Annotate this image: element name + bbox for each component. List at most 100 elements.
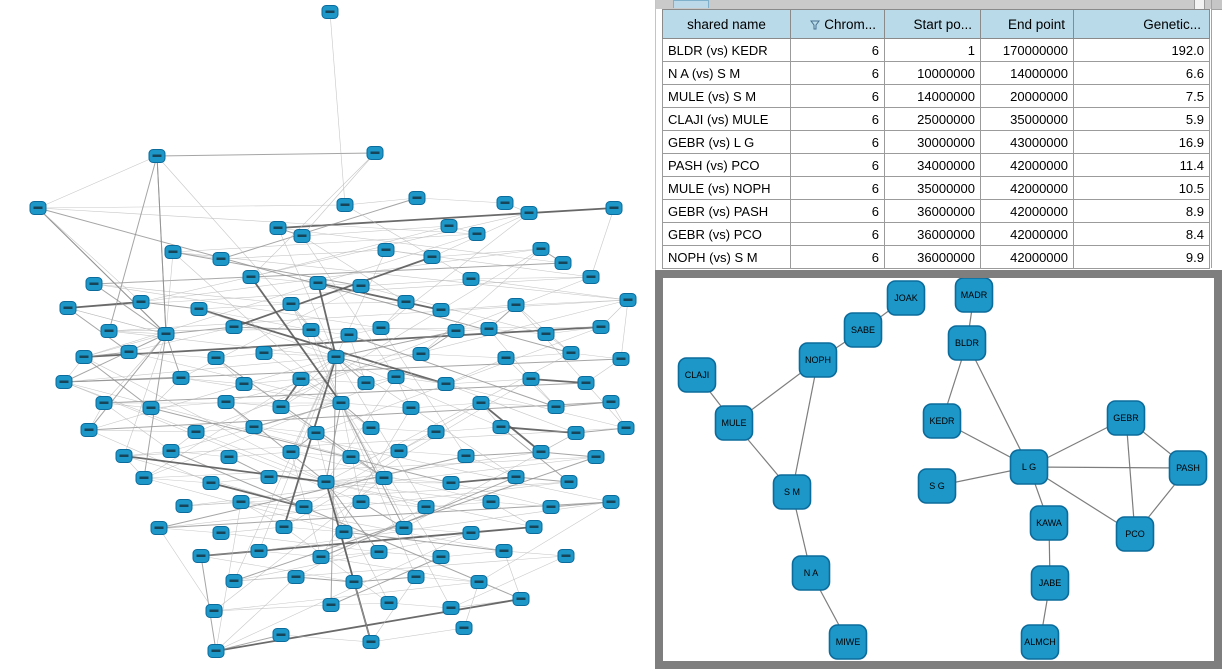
- node-mule[interactable]: MULE: [714, 405, 754, 441]
- graph-edge: [290, 301, 407, 305]
- node-shape[interactable]: [843, 312, 883, 348]
- table-row[interactable]: NOPH (vs) S M 6 36000000 42000000 9.9: [662, 245, 1210, 269]
- graph-edge: [250, 225, 450, 278]
- node-madr[interactable]: MADR: [954, 278, 994, 313]
- node-gebr[interactable]: GEBR: [1106, 400, 1146, 436]
- column-header-1[interactable]: Chrom...: [790, 9, 885, 39]
- node-n-a[interactable]: N A: [791, 555, 831, 591]
- table-row[interactable]: CLAJI (vs) MULE 6 25000000 35000000 5.9: [662, 107, 1210, 131]
- graph-edge: [140, 212, 530, 303]
- node-l-g[interactable]: L G: [1009, 449, 1049, 485]
- graph-edge: [590, 207, 615, 278]
- node-pco[interactable]: PCO: [1115, 516, 1155, 552]
- edge-LG-PASH[interactable]: [1028, 466, 1189, 469]
- node-label: N A: [804, 568, 819, 578]
- node-joak[interactable]: JOAK: [886, 280, 926, 316]
- node-shape[interactable]: [791, 555, 831, 591]
- table-row[interactable]: GEBR (vs) L G 6 30000000 43000000 16.9: [662, 130, 1210, 154]
- node-label: L G: [1022, 462, 1036, 472]
- node-shape[interactable]: [1009, 449, 1049, 485]
- graph-edge: [240, 501, 305, 508]
- graph-edge: [388, 602, 452, 609]
- graph-node-label: [361, 381, 371, 384]
- node-shape[interactable]: [1020, 624, 1060, 660]
- node-s-g[interactable]: S G: [917, 468, 957, 504]
- node-shape[interactable]: [1106, 400, 1146, 436]
- graph-node-label: [474, 580, 484, 583]
- node-kawa[interactable]: KAWA: [1029, 505, 1069, 541]
- table-row[interactable]: MULE (vs) S M 6 14000000 20000000 7.5: [662, 84, 1210, 108]
- node-shape[interactable]: [922, 403, 962, 439]
- graph-edge: [250, 276, 342, 404]
- graph-edge: [220, 532, 380, 553]
- graph-node-label: [321, 480, 331, 483]
- graph-node-label: [168, 250, 178, 253]
- edge-BLDR-LG[interactable]: [966, 342, 1030, 468]
- node-shape[interactable]: [798, 342, 838, 378]
- table-row[interactable]: N A (vs) S M 6 10000000 14000000 6.6: [662, 61, 1210, 85]
- graph-node-label: [254, 549, 264, 552]
- cell-value: 36000000: [884, 245, 981, 269]
- node-bldr[interactable]: BLDR: [947, 325, 987, 361]
- node-shape[interactable]: [954, 278, 994, 313]
- table-row[interactable]: BLDR (vs) KEDR 6 1 170000000 192.0: [662, 38, 1210, 62]
- node-label: S M: [784, 487, 800, 497]
- edge-GEBR-PCO[interactable]: [1125, 417, 1136, 535]
- node-shape[interactable]: [828, 624, 868, 660]
- graph-edge: [320, 476, 517, 558]
- node-shape[interactable]: [677, 357, 717, 393]
- node-almch[interactable]: ALMCH: [1020, 624, 1060, 660]
- node-pash[interactable]: PASH: [1168, 450, 1208, 486]
- cell-value: 10.5: [1073, 176, 1210, 200]
- table-tab[interactable]: [673, 0, 709, 8]
- node-shape[interactable]: [1115, 516, 1155, 552]
- filtered-network-canvas[interactable]: JOAK SABE NOPH CLAJI MULE S M N A MIWE MADR BLDR K…: [663, 278, 1214, 661]
- node-jabe[interactable]: JABE: [1030, 565, 1070, 601]
- graph-edge: [503, 550, 567, 557]
- graph-node-label: [229, 579, 239, 582]
- table-row[interactable]: PASH (vs) PCO 6 34000000 42000000 11.4: [662, 153, 1210, 177]
- node-shape[interactable]: [886, 280, 926, 316]
- filter-funnel-icon[interactable]: [810, 20, 821, 30]
- node-shape[interactable]: [1029, 505, 1069, 541]
- node-shape[interactable]: [714, 405, 754, 441]
- graph-edge: [156, 155, 167, 335]
- graph-node-label: [609, 206, 619, 209]
- edge-NOPH-SM[interactable]: [791, 359, 819, 493]
- graph-node-label: [139, 476, 149, 479]
- node-kedr[interactable]: KEDR: [922, 403, 962, 439]
- node-shape[interactable]: [947, 325, 987, 361]
- node-claji[interactable]: CLAJI: [677, 357, 717, 393]
- graph-edge: [398, 450, 467, 457]
- column-header-0[interactable]: shared name: [662, 9, 791, 39]
- column-header-2[interactable]: Start po...: [884, 9, 981, 39]
- large-network-canvas[interactable]: [0, 0, 655, 669]
- node-noph[interactable]: NOPH: [798, 342, 838, 378]
- table-row[interactable]: GEBR (vs) PCO 6 36000000 42000000 8.4: [662, 222, 1210, 246]
- node-s-m[interactable]: S M: [772, 474, 812, 510]
- node-shape[interactable]: [772, 474, 812, 510]
- graph-edge: [450, 482, 552, 508]
- graph-edge: [465, 451, 542, 457]
- graph-node-label: [224, 455, 234, 458]
- table-row[interactable]: MULE (vs) NOPH 6 35000000 42000000 10.5: [662, 176, 1210, 200]
- table-row[interactable]: GEBR (vs) PASH 6 36000000 42000000 8.9: [662, 199, 1210, 223]
- cell-value: 6: [790, 222, 885, 246]
- graph-edge: [213, 581, 480, 612]
- graph-edge: [37, 207, 478, 235]
- cell-shared-name: NOPH (vs) S M: [662, 245, 791, 269]
- column-header-3[interactable]: End point: [980, 9, 1074, 39]
- node-sabe[interactable]: SABE: [843, 312, 883, 348]
- node-shape[interactable]: [917, 468, 957, 504]
- table-panel: shared name Chrom... Start po... End point G…: [655, 0, 1222, 270]
- column-header-4[interactable]: Genetic...: [1073, 9, 1210, 39]
- cell-value: 8.9: [1073, 199, 1210, 223]
- cell-value: 6: [790, 245, 885, 269]
- node-miwe[interactable]: MIWE: [828, 624, 868, 660]
- table-vertical-scrollbar[interactable]: [1211, 0, 1222, 268]
- node-shape[interactable]: [1030, 565, 1070, 601]
- node-shape[interactable]: [1168, 450, 1208, 486]
- graph-edge: [478, 501, 612, 583]
- scrollbar-corner-box: [1212, 0, 1222, 10]
- cell-value: 170000000: [980, 38, 1074, 62]
